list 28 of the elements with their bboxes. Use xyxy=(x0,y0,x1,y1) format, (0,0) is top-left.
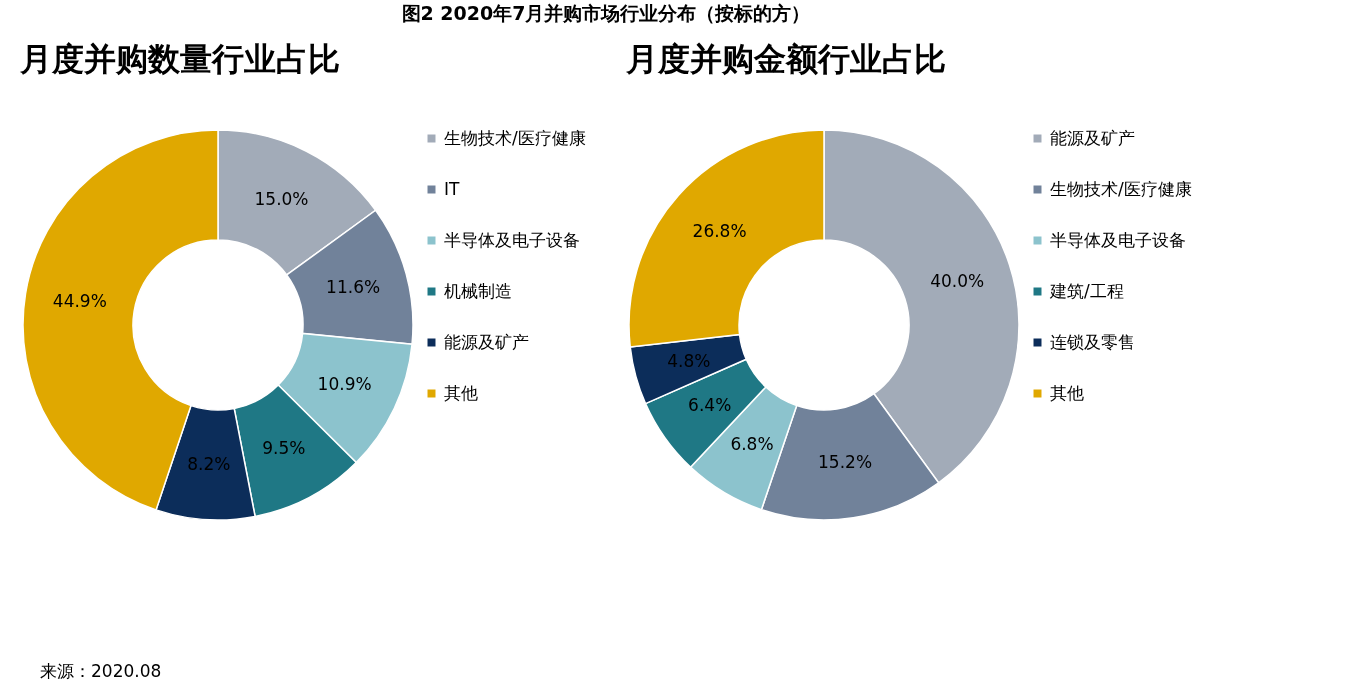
legend-label: 连锁及零售 xyxy=(1050,331,1135,352)
data-label: 26.8% xyxy=(692,220,747,241)
data-label: 15.0% xyxy=(254,189,309,210)
data-label: 15.2% xyxy=(818,452,873,473)
data-label: 10.9% xyxy=(317,373,372,394)
legend-label: 其他 xyxy=(1050,382,1084,403)
legend-label: 半导体及电子设备 xyxy=(1050,229,1186,250)
data-label: 8.2% xyxy=(187,453,231,474)
data-label: 6.8% xyxy=(730,434,774,455)
legend-label: 能源及矿产 xyxy=(1050,127,1135,148)
data-label: 11.6% xyxy=(326,277,381,298)
data-label: 44.9% xyxy=(52,291,107,312)
data-label: 6.4% xyxy=(688,394,732,415)
legend-label: 生物技术/医疗健康 xyxy=(444,127,586,148)
data-label: 40.0% xyxy=(930,270,985,291)
legend-label: 其他 xyxy=(444,382,478,403)
source-note: 来源：2020.08 xyxy=(40,660,162,683)
chart-title: 图2 2020年7月并购市场行业分布（按标的方） xyxy=(401,2,811,24)
data-label: 4.8% xyxy=(667,350,711,371)
legend-label: 生物技术/医疗健康 xyxy=(1050,178,1192,199)
legend-label: 机械制造 xyxy=(444,280,512,301)
chart-title: 月度并购金额行业占比 xyxy=(625,40,946,78)
legend-label: 建筑/工程 xyxy=(1049,280,1124,301)
legend-label: IT xyxy=(444,178,461,199)
legend-label: 半导体及电子设备 xyxy=(444,229,580,250)
data-label: 9.5% xyxy=(262,437,306,458)
chart-subtitle: 月度并购数量行业占比 xyxy=(19,40,340,78)
legend-label: 能源及矿产 xyxy=(444,331,529,352)
